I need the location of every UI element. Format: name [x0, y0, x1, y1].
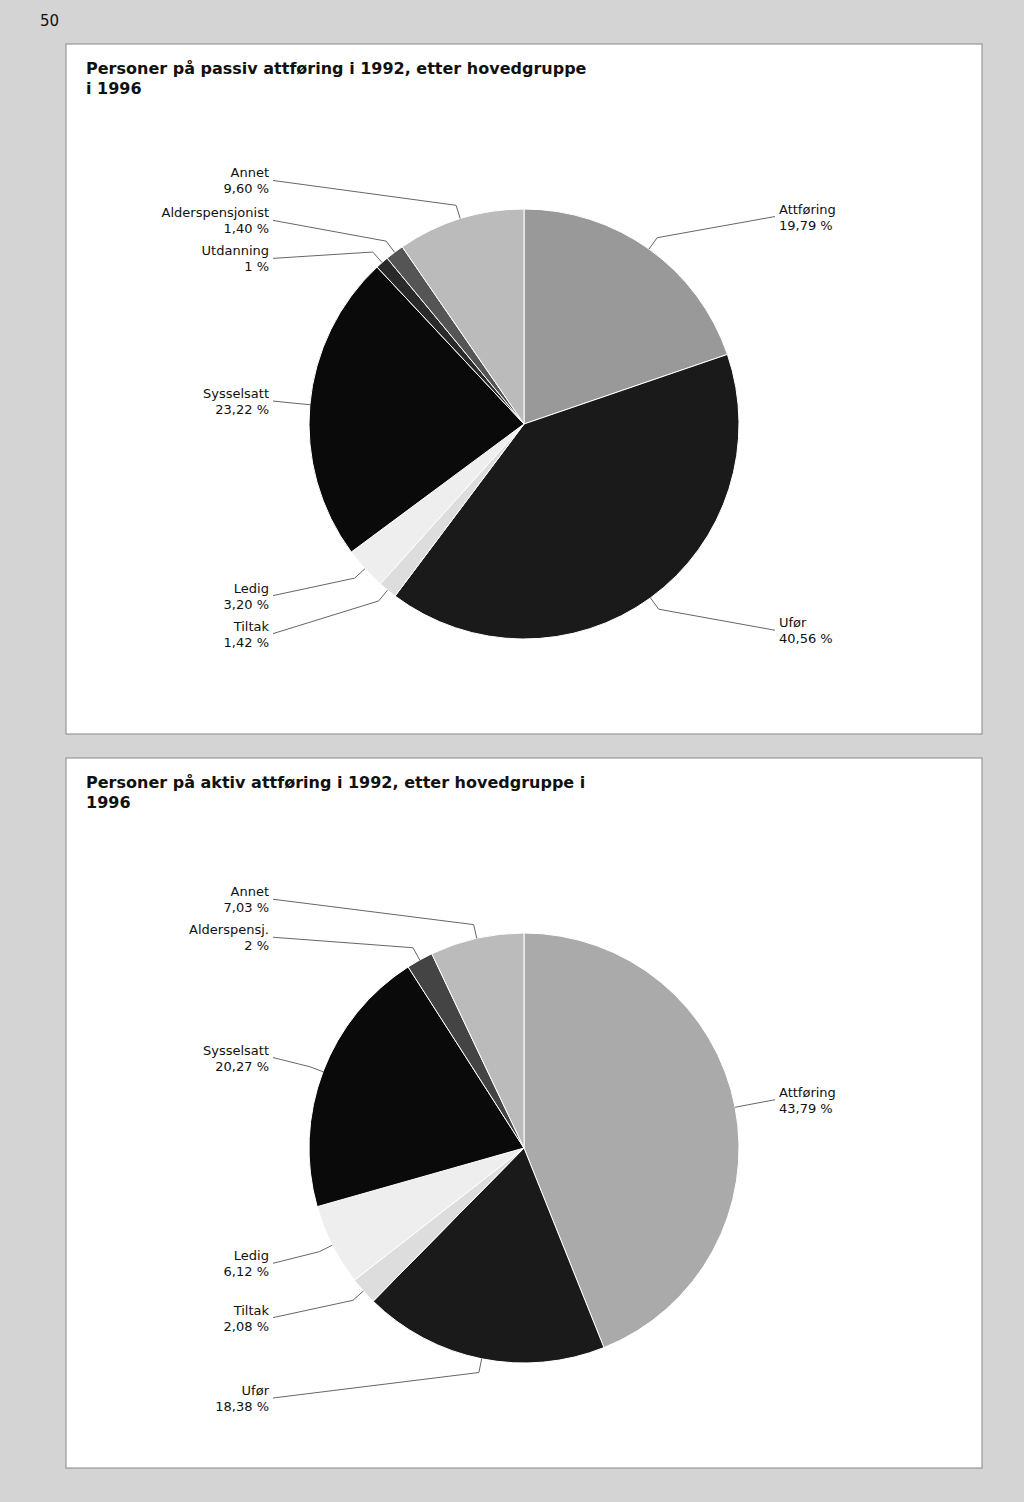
page: 50 Personer på passiv attføring i 1992, e…	[0, 0, 1024, 1502]
slice-value-label: 1,42 %	[224, 635, 269, 650]
slice-label: Utdanning	[202, 243, 269, 258]
leader-line	[273, 1058, 323, 1072]
pie-slice	[432, 933, 524, 1148]
chart: Personer på passiv attføring i 1992, ett…	[66, 44, 982, 734]
leader-line	[273, 1359, 482, 1398]
slice-value-label: 2 %	[244, 938, 269, 953]
slice-value-label: 40,56 %	[779, 631, 833, 646]
slice-value-label: 20,27 %	[215, 1059, 269, 1074]
leader-line	[650, 598, 775, 630]
title-line: Personer på aktiv attføring i 1992, ette…	[86, 773, 585, 792]
slice-label: Alderspensj.	[189, 922, 269, 937]
pie-slice	[402, 209, 524, 424]
slice-label: Tiltak	[233, 1303, 270, 1318]
leader-line	[273, 569, 365, 596]
slice-label: Ledig	[234, 581, 269, 596]
slice-label: Ledig	[234, 1248, 269, 1263]
chart-title: Personer på aktiv attføring i 1992, ette…	[86, 773, 585, 812]
pie	[309, 933, 739, 1363]
slice-value-label: 1,40 %	[224, 221, 269, 236]
leader-line	[273, 401, 310, 405]
slice-label: Alderspensjonist	[162, 205, 269, 220]
slice-value-label: 6,12 %	[224, 1264, 269, 1279]
leader-line	[273, 590, 388, 633]
chart-box	[66, 44, 982, 734]
slice-label: Attføring	[779, 1085, 836, 1100]
leader-line	[273, 220, 395, 252]
chart: Personer på aktiv attføring i 1992, ette…	[66, 758, 982, 1468]
slice-value-label: 23,22 %	[215, 402, 269, 417]
leader-line	[273, 1245, 332, 1263]
chart-box	[66, 758, 982, 1468]
pie	[309, 209, 739, 639]
slice-label: Attføring	[779, 202, 836, 217]
leader-line	[273, 180, 460, 218]
title-line: i 1996	[86, 79, 142, 98]
slice-label: Ufør	[242, 1383, 270, 1398]
slice-label: Annet	[231, 884, 269, 899]
slice-label: Tiltak	[233, 619, 270, 634]
leader-line	[273, 1291, 363, 1318]
slice-value-label: 3,20 %	[224, 597, 269, 612]
slice-label: Sysselsatt	[203, 1043, 269, 1058]
leader-line	[649, 217, 775, 250]
title-line: 1996	[86, 793, 131, 812]
slice-label: Sysselsatt	[203, 386, 269, 401]
slice-value-label: 9,60 %	[224, 181, 269, 196]
slice-value-label: 19,79 %	[779, 218, 833, 233]
page-number: 50	[40, 12, 59, 30]
title-line: Personer på passiv attføring i 1992, ett…	[86, 59, 587, 78]
slice-value-label: 1 %	[244, 259, 269, 274]
slice-value-label: 7,03 %	[224, 900, 269, 915]
data-labels: Attføring43,79 % Ufør18,38 % Tiltak2,08 % L…	[189, 884, 836, 1414]
chart-title: Personer på passiv attføring i 1992, ett…	[86, 59, 587, 98]
leader-line	[273, 937, 420, 960]
leader-line	[273, 899, 477, 938]
slice-value-label: 2,08 %	[224, 1319, 269, 1334]
slice-value-label: 43,79 %	[779, 1101, 833, 1116]
slice-label: Ufør	[779, 615, 807, 630]
leader-line	[735, 1100, 775, 1108]
data-labels: Attføring19,79 % Ufør40,56 % Tiltak1,42 % L…	[162, 165, 836, 649]
slice-label: Annet	[231, 165, 269, 180]
leader-line	[273, 252, 382, 263]
slice-value-label: 18,38 %	[215, 1399, 269, 1414]
